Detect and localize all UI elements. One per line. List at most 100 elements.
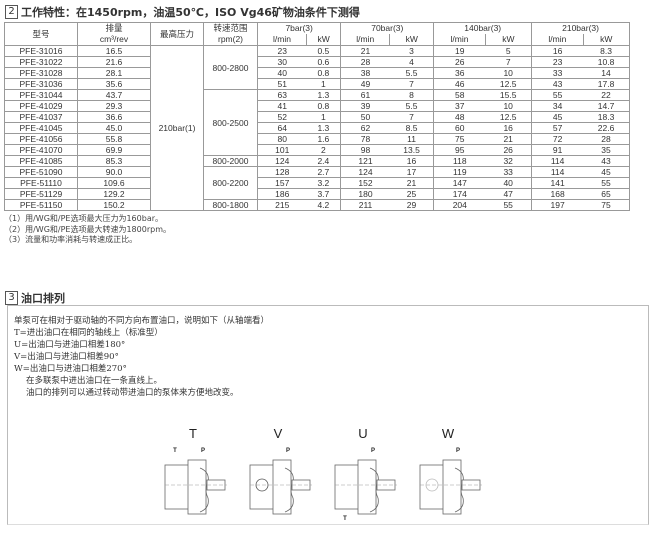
cell-flow-7bar: 64 <box>257 122 307 134</box>
cell-flow-7bar: 157 <box>257 177 307 189</box>
table-row: PFE-41037 36.6 52 1 50 7 48 12.5 45 18.3 <box>4 111 631 123</box>
cell-flow-70bar: 98 <box>340 144 390 156</box>
cell-power-210bar: 10.8 <box>583 56 631 68</box>
cell-flow-70bar: 180 <box>340 188 390 200</box>
cell-power-7bar: 1 <box>306 111 342 123</box>
table-row: PFE-31022 21.6 30 0.6 28 4 26 7 23 10.8 <box>4 56 631 68</box>
cell-flow-210bar: 23 <box>531 56 584 68</box>
desc-line: T=进出油口在相同的轴线上（标准型） <box>14 328 163 338</box>
cell-flow-70bar: 78 <box>340 133 390 145</box>
cell-flow-140bar: 119 <box>433 166 486 178</box>
footnote: （3）流量和功率消耗与转速成正比。 <box>4 235 138 244</box>
cell-power-7bar: 3.2 <box>306 177 342 189</box>
cell-flow-140bar: 26 <box>433 56 486 68</box>
cell-power-7bar: 1 <box>306 78 342 90</box>
cell-flow-70bar: 28 <box>340 56 390 68</box>
table-row: PFE-41085 85.3 800-2000 124 2.4 121 16 118 32 114… <box>4 155 631 167</box>
desc-line: U=出油口与进油口相差180° <box>14 340 126 350</box>
cell-model: PFE-51129 <box>4 188 78 200</box>
cell-flow-210bar: 34 <box>531 100 584 112</box>
cell-flow-140bar: 174 <box>433 188 486 200</box>
cell-flow-210bar: 16 <box>531 45 584 57</box>
cell-model: PFE-41070 <box>4 144 78 156</box>
table-row: PFE-51110 109.6 157 3.2 152 21 147 40 141 55 <box>4 177 631 189</box>
cell-power-70bar: 16 <box>389 155 435 167</box>
cell-model: PFE-51090 <box>4 166 78 178</box>
cell-power-140bar: 10 <box>485 67 533 79</box>
cell-flow-140bar: 19 <box>433 45 486 57</box>
cell-power-7bar: 2 <box>306 144 342 156</box>
port-label: P <box>371 448 375 454</box>
cell-power-210bar: 8.3 <box>583 45 631 57</box>
cell-power-140bar: 12.5 <box>485 78 533 90</box>
cell-power-210bar: 55 <box>583 177 631 189</box>
cell-displacement: 90.0 <box>77 166 151 178</box>
cell-flow-7bar: 186 <box>257 188 307 200</box>
cell-power-140bar: 47 <box>485 188 533 200</box>
section-title-text: 工作特性：在1450rpm，油温50℃，ISO Vg46矿物油条件下测得 <box>21 6 360 19</box>
cell-power-210bar: 35 <box>583 144 631 156</box>
cell-model: PFE-41085 <box>4 155 78 167</box>
header-max-pressure: 最高压力 <box>150 22 204 46</box>
pump-label: U <box>358 426 367 441</box>
cell-flow-140bar: 60 <box>433 122 486 134</box>
subheader-flow: l/min <box>340 34 391 46</box>
section-number: 3 <box>5 291 18 305</box>
cell-flow-70bar: 62 <box>340 122 390 134</box>
header-7bar: 7bar(3) <box>256 22 342 34</box>
cell-power-140bar: 32 <box>485 155 533 167</box>
cell-displacement: 150.2 <box>77 199 151 211</box>
desc-line: 单泵可在相对于驱动轴的不同方向布置油口，说明如下（从轴端看） <box>14 316 270 326</box>
cell-flow-210bar: 55 <box>531 89 584 101</box>
cell-flow-7bar: 101 <box>257 144 307 156</box>
cell-flow-210bar: 45 <box>531 111 584 123</box>
header-speed-range: 转速范围 rpm(2) <box>203 22 258 46</box>
cell-power-210bar: 17.8 <box>583 78 631 90</box>
cell-flow-70bar: 121 <box>340 155 390 167</box>
header-70bar: 70bar(3) <box>340 22 435 34</box>
cell-model: PFE-41037 <box>4 111 78 123</box>
cell-power-7bar: 0.5 <box>306 45 342 57</box>
footnote: （1）用/WG和/PE选项最大压力为160bar。 <box>4 214 164 223</box>
cell-flow-70bar: 49 <box>340 78 390 90</box>
port-label: P <box>456 448 460 454</box>
header-displacement: 排量 cm³/rev <box>77 22 151 46</box>
header-210bar: 210bar(3) <box>531 22 630 34</box>
cell-power-140bar: 15.5 <box>485 89 533 101</box>
cell-flow-7bar: 52 <box>257 111 307 123</box>
cell-displacement: 69.9 <box>77 144 151 156</box>
table-row: PFE-31016 16.5 210bar(1) 800-2800 23 0.5 21 3 19… <box>4 45 631 211</box>
cell-model: PFE-51150 <box>4 199 78 211</box>
cell-flow-210bar: 72 <box>531 133 584 145</box>
table-row: PFE-41045 45.0 64 1.3 62 8.5 60 16 57 22.6 <box>4 122 631 134</box>
cell-power-210bar: 75 <box>583 199 631 211</box>
cell-power-70bar: 4 <box>389 56 435 68</box>
cell-flow-7bar: 41 <box>257 100 307 112</box>
cell-flow-70bar: 61 <box>340 89 390 101</box>
cell-flow-7bar: 63 <box>257 89 307 101</box>
cell-power-210bar: 14 <box>583 67 631 79</box>
cell-power-140bar: 10 <box>485 100 533 112</box>
cell-flow-70bar: 124 <box>340 166 390 178</box>
cell-power-210bar: 43 <box>583 155 631 167</box>
cell-flow-210bar: 141 <box>531 177 584 189</box>
cell-flow-140bar: 95 <box>433 144 486 156</box>
cell-power-7bar: 2.7 <box>306 166 342 178</box>
cell-power-210bar: 28 <box>583 133 631 145</box>
port-label: T <box>343 516 347 520</box>
cell-flow-7bar: 40 <box>257 67 307 79</box>
cell-flow-210bar: 43 <box>531 78 584 90</box>
cell-power-140bar: 40 <box>485 177 533 189</box>
subheader-power: kW <box>582 34 631 46</box>
cell-flow-7bar: 80 <box>257 133 307 145</box>
cell-displacement: 29.3 <box>77 100 151 112</box>
cell-flow-140bar: 204 <box>433 199 486 211</box>
cell-power-140bar: 26 <box>485 144 533 156</box>
cell-power-210bar: 22.6 <box>583 122 631 134</box>
cell-power-7bar: 0.6 <box>306 56 342 68</box>
section-3-title: 3 油口排列 <box>5 290 65 306</box>
pump-diagram-U: U P T <box>334 426 397 520</box>
footnotes: （1）用/WG和/PE选项最大压力为160bar。 （2）用/WG和/PE选项最… <box>4 214 171 246</box>
performance-table: 型号 排量 cm³/rev 最高压力 转速范围 rpm(2) 7bar(3) 70b… <box>4 22 631 211</box>
cell-power-70bar: 7 <box>389 111 435 123</box>
